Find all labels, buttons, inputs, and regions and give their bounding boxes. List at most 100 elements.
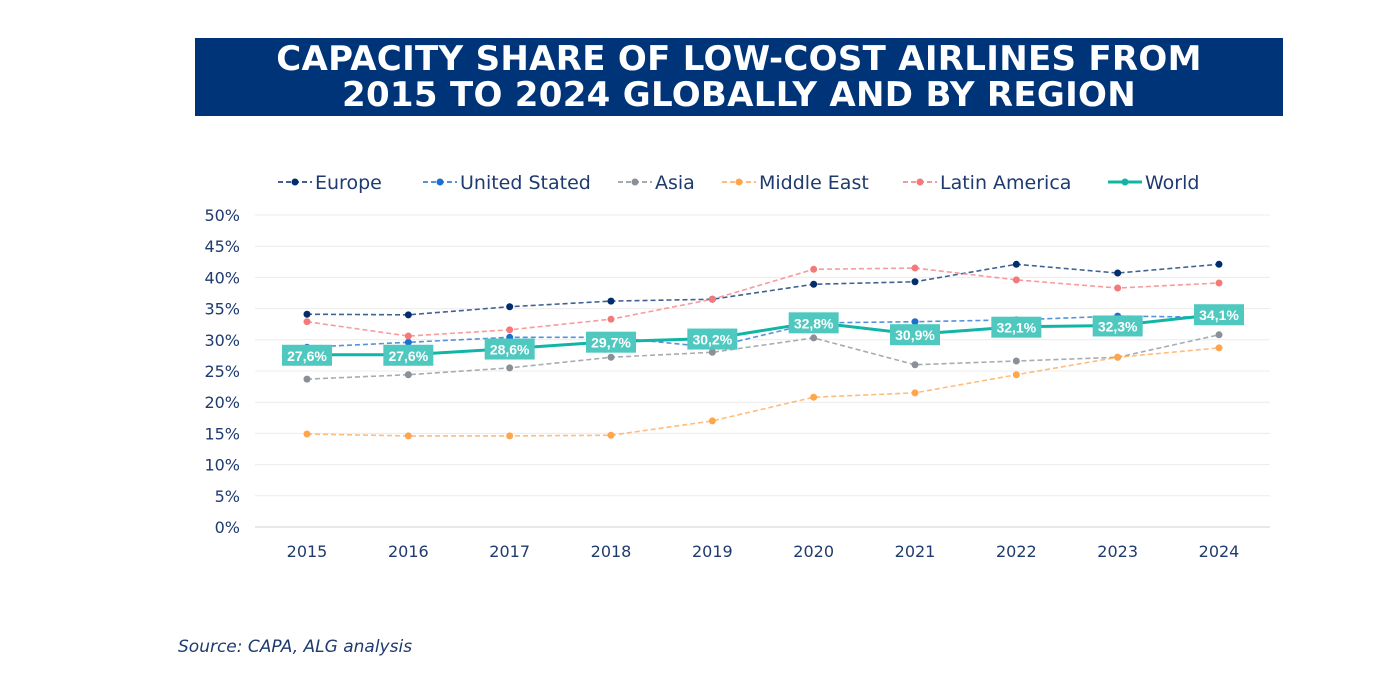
data-label: 34,1% <box>1194 304 1244 326</box>
data-point-asia <box>810 334 818 342</box>
y-tick-label: 25% <box>204 362 240 381</box>
data-point-asia <box>506 364 514 372</box>
data-point-latin-america <box>1012 276 1020 284</box>
data-label: 27,6% <box>383 344 434 366</box>
x-tick-label: 2020 <box>793 542 834 561</box>
source-note: Source: CAPA, ALG analysis <box>178 637 413 657</box>
data-point-asia <box>708 348 716 356</box>
y-tick-label: 40% <box>204 268 240 287</box>
series-line-world <box>307 312 1220 357</box>
legend-item-world: World <box>1108 172 1199 194</box>
x-tick-label: 2019 <box>692 542 733 561</box>
x-tick-label: 2017 <box>489 542 530 561</box>
data-label: 32,8% <box>788 312 839 334</box>
data-label-text: 34,1% <box>1199 307 1239 323</box>
legend-marker <box>291 178 299 186</box>
data-point-europe <box>303 310 311 318</box>
y-tick-label: 20% <box>204 393 240 412</box>
legend-marker <box>735 178 743 186</box>
data-point-united-stated <box>404 338 412 346</box>
x-tick-label: 2023 <box>1097 542 1138 561</box>
data-label-bg <box>991 316 1042 338</box>
data-label-text: 28,6% <box>490 342 530 358</box>
data-label-bg <box>383 344 434 366</box>
data-label: 30,9% <box>890 324 940 346</box>
legend-label: Latin America <box>940 172 1071 194</box>
legend-item-asia: Asia <box>618 172 695 194</box>
data-point-middle-east <box>506 432 514 440</box>
data-point-asia <box>1215 331 1223 339</box>
x-tick-label: 2016 <box>388 542 429 561</box>
data-point-europe <box>1215 260 1223 268</box>
chart-title: CAPACITY SHARE OF LOW-COST AIRLINES FROM… <box>195 38 1283 116</box>
legend-label: United Stated <box>460 172 591 194</box>
data-point-middle-east <box>810 393 818 401</box>
series-line-middle-east <box>306 347 1220 437</box>
data-point-latin-america <box>607 315 615 323</box>
data-point-middle-east <box>1012 371 1020 379</box>
data-point-europe <box>1012 260 1020 268</box>
data-point-asia <box>1012 357 1020 365</box>
data-label-text: 32,8% <box>794 315 834 331</box>
legend-label: Europe <box>315 172 382 194</box>
legend-item-europe: Europe <box>278 172 382 194</box>
data-point-europe <box>404 311 412 319</box>
data-label-bg <box>687 328 738 350</box>
y-tick-label: 0% <box>215 518 240 537</box>
legend-marker <box>916 178 924 186</box>
data-point-middle-east <box>1114 353 1122 361</box>
legend-marker <box>1121 178 1129 186</box>
series-line-united-stated <box>306 315 1220 349</box>
data-label: 32,1% <box>991 316 1042 338</box>
y-tick-label: 10% <box>204 456 240 475</box>
data-point-latin-america <box>708 295 716 303</box>
y-tick-label: 30% <box>204 331 240 350</box>
legend-item-united-stated: United Stated <box>423 172 591 194</box>
data-point-latin-america <box>1114 284 1122 292</box>
data-point-latin-america <box>404 332 412 340</box>
data-label-text: 29,7% <box>591 335 631 351</box>
data-point-middle-east <box>708 417 716 425</box>
data-point-latin-america <box>506 326 514 334</box>
data-point-latin-america <box>911 264 919 272</box>
data-label-text: 32,1% <box>996 320 1036 336</box>
data-point-latin-america <box>1215 279 1223 287</box>
data-label: 32,3% <box>1092 315 1143 337</box>
x-tick-label: 2021 <box>895 542 936 561</box>
x-tick-label: 2024 <box>1199 542 1240 561</box>
series-line-europe <box>306 263 1220 316</box>
data-point-asia <box>303 375 311 383</box>
data-point-europe <box>607 297 615 305</box>
data-label-bg <box>1092 315 1143 337</box>
data-point-middle-east <box>1215 344 1223 352</box>
data-label-bg <box>282 344 332 366</box>
x-tick-label: 2018 <box>591 542 632 561</box>
data-point-latin-america <box>303 318 311 326</box>
data-point-europe <box>810 280 818 288</box>
legend-item-middle-east: Middle East <box>722 172 869 194</box>
data-point-asia <box>404 371 412 379</box>
data-point-europe <box>506 303 514 311</box>
x-tick-label: 2015 <box>287 542 328 561</box>
data-point-asia <box>607 353 615 361</box>
legend-label: Asia <box>655 172 695 194</box>
data-label-text: 30,2% <box>692 332 732 348</box>
legend-label: World <box>1145 172 1199 194</box>
legend-marker <box>436 178 444 186</box>
data-label: 28,6% <box>484 338 535 360</box>
data-label: 30,2% <box>687 328 738 350</box>
data-label: 27,6% <box>282 344 332 366</box>
legend-item-latin-america: Latin America <box>903 172 1071 194</box>
data-label-bg <box>586 331 636 353</box>
y-tick-label: 15% <box>204 424 240 443</box>
data-point-middle-east <box>404 432 412 440</box>
data-label-bg <box>890 324 940 346</box>
data-point-asia <box>911 361 919 369</box>
data-point-middle-east <box>303 430 311 438</box>
y-tick-label: 35% <box>204 300 240 319</box>
data-label-text: 30,9% <box>895 327 935 343</box>
data-point-united-stated <box>911 318 919 326</box>
legend-label: Middle East <box>759 172 869 194</box>
y-tick-label: 50% <box>204 206 240 225</box>
